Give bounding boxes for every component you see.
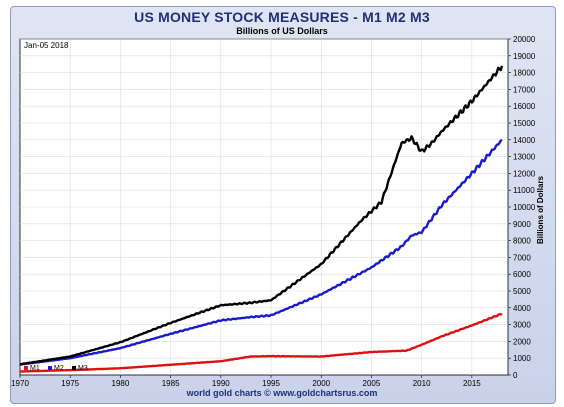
series-lines bbox=[19, 65, 504, 373]
x-tick-label: 1995 bbox=[262, 379, 280, 388]
y-tick-label: 6000 bbox=[513, 270, 531, 279]
y-tick-label: 2000 bbox=[513, 337, 531, 346]
y-tick-label: 5000 bbox=[513, 287, 531, 296]
x-tick-label: 1970 bbox=[11, 379, 29, 388]
grid bbox=[20, 38, 508, 375]
legend-swatch-m3 bbox=[72, 366, 76, 370]
y-tick-label: 3000 bbox=[513, 321, 531, 330]
y-axis-title: Billions of Dollars bbox=[536, 175, 545, 244]
series-line-m2 bbox=[19, 138, 503, 366]
y-tick-label: 7000 bbox=[513, 253, 531, 262]
series-line-m3 bbox=[19, 65, 504, 366]
y-tick-label: 4000 bbox=[513, 304, 531, 313]
x-tick-label: 1990 bbox=[212, 379, 230, 388]
x-tick-label: 2000 bbox=[312, 379, 330, 388]
y-tick-label: 10000 bbox=[513, 203, 536, 212]
y-tick-label: 12000 bbox=[513, 169, 536, 178]
y-tick-label: 1000 bbox=[513, 354, 531, 363]
axes: 0 1000 2000 3000 4000 5000 6000 7000 8000 9000 100… bbox=[11, 35, 536, 388]
x-tick-label: 2005 bbox=[363, 379, 381, 388]
legend-label-m2: M2 bbox=[54, 365, 64, 372]
x-tick-label: 1980 bbox=[112, 379, 130, 388]
legend-label-m3: M3 bbox=[78, 365, 88, 372]
x-tick-label: 2015 bbox=[463, 379, 481, 388]
legend-swatch-m1 bbox=[24, 366, 28, 370]
y-tick-label: 15000 bbox=[513, 119, 536, 128]
legend-swatch-m2 bbox=[48, 366, 52, 370]
x-tick-label: 1985 bbox=[162, 379, 180, 388]
footer-credit: world gold charts © www.goldchartsrus.co… bbox=[186, 388, 378, 398]
y-tick-label: 0 bbox=[513, 371, 518, 380]
date-label: Jan-05 2018 bbox=[24, 41, 69, 50]
y-tick-label: 19000 bbox=[513, 52, 536, 61]
legend: M1 M2 M3 bbox=[24, 365, 88, 372]
series-line-m1 bbox=[19, 312, 503, 373]
x-tick-label: 2010 bbox=[413, 379, 431, 388]
y-tick-label: 9000 bbox=[513, 220, 531, 229]
chart-title: US MONEY STOCK MEASURES - M1 M2 M3 bbox=[134, 9, 430, 25]
y-tick-label: 18000 bbox=[513, 69, 536, 78]
y-tick-label: 16000 bbox=[513, 102, 536, 111]
y-tick-label: 17000 bbox=[513, 85, 536, 94]
y-tick-label: 13000 bbox=[513, 153, 536, 162]
y-tick-label: 20000 bbox=[513, 35, 536, 44]
y-tick-label: 8000 bbox=[513, 237, 531, 246]
x-tick-label: 1975 bbox=[61, 379, 79, 388]
y-tick-label: 11000 bbox=[513, 186, 535, 195]
chart-subtitle: Billions of US Dollars bbox=[236, 26, 328, 36]
y-tick-label: 14000 bbox=[513, 136, 536, 145]
legend-label-m1: M1 bbox=[30, 365, 40, 372]
